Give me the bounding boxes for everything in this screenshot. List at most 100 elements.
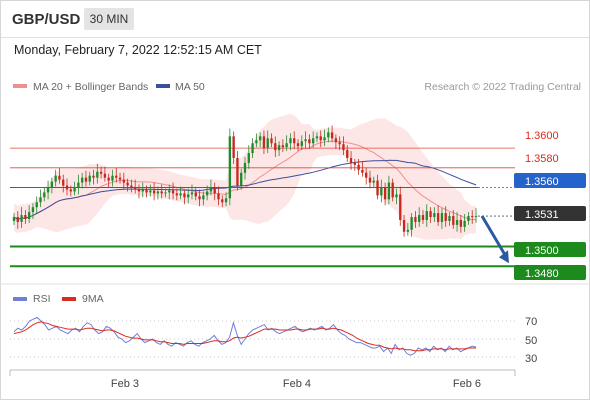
candle-body [338, 142, 341, 145]
candle-body [270, 138, 273, 144]
candle-body [243, 162, 247, 173]
symbol-title: GBP/USD [12, 11, 81, 28]
ma50-line [13, 159, 477, 221]
candle-body [31, 207, 35, 213]
candle-body [115, 175, 118, 178]
candle-body [262, 136, 266, 149]
candle-body [156, 191, 160, 194]
price-axis: 1.3600 1.3580 [525, 130, 559, 165]
research-credit: Research © 2022 Trading Central [424, 81, 581, 93]
candle-body [46, 187, 50, 193]
candle-body [107, 177, 110, 181]
support-2-tag: 1.3480 [514, 265, 586, 280]
candle-body [255, 140, 258, 144]
candle-body [39, 197, 42, 203]
timestamp: Monday, February 7, 2022 12:52:15 AM CET [14, 43, 262, 57]
candle-body [118, 177, 122, 180]
candle-body [92, 175, 95, 178]
candle-body [164, 192, 167, 194]
candle-body [111, 175, 114, 181]
candle-body [194, 192, 197, 197]
rsi-ma-legend-label: 9MA [82, 293, 104, 305]
time-axis: Feb 3 Feb 4 Feb 6 [9, 369, 516, 390]
candle-body [361, 169, 364, 173]
candle-body [202, 195, 205, 200]
candle-body [69, 189, 72, 192]
candle-body [353, 162, 356, 165]
candle-body [387, 182, 391, 200]
rsi-tick-70: 70 [525, 316, 537, 328]
forecast-arrow-shaft [480, 215, 509, 259]
candle-body [24, 215, 27, 219]
rsi-axis: 70 50 30 [525, 316, 537, 365]
candle-body [240, 172, 243, 186]
support-2-tag-label: 1.3480 [525, 268, 559, 280]
rsi-legend-swatch [13, 297, 27, 301]
rsi-ma-legend-swatch [62, 297, 76, 301]
candle-body [406, 229, 410, 232]
candle-body [425, 211, 428, 220]
candle-body [43, 192, 46, 198]
candle-body [455, 219, 459, 225]
candle-body [50, 181, 54, 188]
candle-body [436, 213, 440, 222]
candle-body [391, 182, 394, 198]
rsi-legend-label: RSI [33, 293, 51, 305]
candle-body [296, 143, 300, 147]
candle-body [149, 190, 152, 193]
candle-body [179, 193, 182, 196]
support-1-tag-box [514, 242, 586, 257]
candle-body [175, 193, 179, 196]
candle-body [395, 194, 398, 198]
timeframe-button[interactable]: 30 MIN [84, 8, 134, 30]
candle-body [145, 189, 148, 193]
candle-body [183, 193, 186, 198]
candle-body [433, 213, 436, 218]
x-tick-feb4: Feb 4 [283, 378, 311, 390]
candle-body [349, 157, 353, 163]
candle-body [402, 219, 406, 232]
pivot-tag-label: 1.3560 [525, 176, 559, 188]
candle-body [217, 193, 220, 200]
candle-body [459, 219, 463, 227]
candle-body [190, 192, 194, 195]
last-price-tag-label: 1.3531 [525, 209, 559, 221]
candle-body [410, 217, 413, 230]
candle-body [368, 177, 372, 183]
candle-body [137, 189, 141, 192]
candle-body [471, 216, 474, 218]
candle-body [58, 175, 61, 180]
candle-body [187, 194, 190, 198]
candle-body [399, 194, 402, 220]
candle-body [247, 153, 250, 163]
candle-body [452, 216, 455, 225]
rsi-tick-30: 30 [525, 353, 537, 365]
candle-body [224, 198, 228, 203]
candle-body [319, 136, 322, 141]
x-tick-feb3: Feb 3 [111, 378, 139, 390]
candle-body [126, 182, 129, 186]
x-tick-feb6: Feb 6 [453, 378, 481, 390]
support-1-tag: 1.3500 [514, 242, 586, 257]
candle-body [418, 215, 421, 222]
price-chart [10, 113, 515, 268]
candle-body [293, 138, 296, 144]
candle-body [315, 136, 319, 139]
candle-body [311, 138, 315, 144]
candle-body [474, 216, 478, 218]
candle-body [96, 171, 99, 178]
candle-body [12, 217, 16, 221]
candle-body [444, 213, 447, 221]
candle-body [281, 145, 285, 148]
candle-body [73, 187, 76, 192]
candle-body [221, 199, 224, 203]
ma50-legend-label: MA 50 [175, 81, 205, 93]
rsi-legend: RSI 9MA [13, 293, 104, 305]
rsi-chart [10, 316, 515, 358]
candle-body [141, 189, 144, 192]
candle-body [54, 175, 57, 182]
rsi-tick-50: 50 [525, 335, 537, 347]
candle-body [274, 143, 277, 151]
candle-body [134, 187, 137, 190]
